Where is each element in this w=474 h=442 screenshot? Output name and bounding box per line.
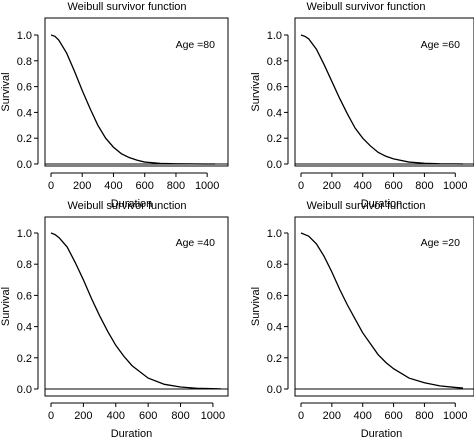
x-axis-label: Duration xyxy=(361,198,403,210)
x-axis-label: Duration xyxy=(361,428,403,440)
x-tick-label: 800 xyxy=(171,410,189,422)
x-tick-label: 200 xyxy=(323,410,341,422)
x-tick-label: 800 xyxy=(167,180,185,192)
chart-panel: Weibull survivor function 0.0 0.2 0.4 0.6 0.8… xyxy=(250,200,474,440)
x-tick-label: 600 xyxy=(384,180,402,192)
plot-frame xyxy=(294,216,474,397)
y-axis-label: Survival xyxy=(250,72,262,111)
x-tick-label: 0 xyxy=(298,410,304,422)
y-tick-label: 0.0 xyxy=(17,159,32,171)
plot-frame xyxy=(44,216,229,397)
y-tick-label: 0.0 xyxy=(17,384,32,396)
age-annotation: Age =40 xyxy=(176,237,216,249)
y-tick-label: 0.8 xyxy=(17,259,32,271)
y-tick-label: 0.2 xyxy=(267,353,282,365)
y-tick-label: 1.0 xyxy=(267,228,282,240)
x-axis-label: Duration xyxy=(111,428,153,440)
x-tick-label: 400 xyxy=(107,410,125,422)
chart-panel: Weibull survivor function 0.0 0.2 0.4 0.6 0.8… xyxy=(0,200,229,440)
x-tick-label: 0 xyxy=(48,180,54,192)
x-tick-label: 200 xyxy=(323,180,341,192)
age-annotation: Age =20 xyxy=(421,237,461,249)
y-tick-label: 0.2 xyxy=(267,133,282,145)
x-tick-label: 800 xyxy=(415,410,433,422)
y-tick-label: 0.4 xyxy=(267,107,282,119)
y-axis-label: Survival xyxy=(0,287,12,326)
x-tick-label: 0 xyxy=(298,180,304,192)
y-tick-label: 0.6 xyxy=(17,82,32,94)
y-tick-label: 0.2 xyxy=(17,353,32,365)
x-tick-label: 400 xyxy=(104,180,122,192)
y-axis-label: Survival xyxy=(250,287,262,326)
x-tick-label: 800 xyxy=(415,180,433,192)
y-tick-label: 0.4 xyxy=(17,322,32,334)
y-tick-label: 0.4 xyxy=(17,107,32,119)
x-tick-label: 600 xyxy=(136,180,154,192)
y-tick-label: 0.0 xyxy=(267,159,282,171)
y-tick-label: 1.0 xyxy=(267,30,282,42)
x-tick-label: 200 xyxy=(74,410,92,422)
x-tick-label: 1000 xyxy=(443,180,467,192)
y-tick-label: 0.0 xyxy=(267,384,282,396)
plot-frame xyxy=(44,17,229,167)
y-tick-label: 0.8 xyxy=(17,56,32,68)
y-tick-label: 0.2 xyxy=(17,133,32,145)
chart-title: Weibull survivor function xyxy=(67,200,186,212)
x-tick-label: 600 xyxy=(384,410,402,422)
age-annotation: Age =60 xyxy=(421,39,461,51)
x-tick-label: 600 xyxy=(139,410,157,422)
x-tick-label: 1000 xyxy=(201,410,225,422)
survival-curve xyxy=(300,232,464,389)
y-tick-label: 0.4 xyxy=(267,322,282,334)
survival-curve xyxy=(50,232,222,390)
x-tick-label: 200 xyxy=(73,180,91,192)
y-axis-label: Survival xyxy=(0,72,12,111)
x-axis-label: Duration xyxy=(111,198,153,210)
chart-panel: Weibull survivor function 0.0 0.2 0.4 0.6 0.8… xyxy=(0,1,229,210)
chart-title: Weibull survivor function xyxy=(306,200,425,212)
x-tick-label: 1000 xyxy=(195,180,219,192)
x-tick-label: 400 xyxy=(354,180,372,192)
x-tick-label: 400 xyxy=(354,410,372,422)
chart-title: Weibull survivor function xyxy=(67,1,186,13)
y-tick-label: 1.0 xyxy=(17,30,32,42)
x-tick-label: 1000 xyxy=(443,410,467,422)
plot-frame xyxy=(294,17,474,167)
age-annotation: Age =80 xyxy=(176,39,216,51)
survival-curve xyxy=(50,34,215,165)
x-tick-label: 0 xyxy=(48,410,54,422)
survival-curve xyxy=(300,34,464,165)
y-tick-label: 1.0 xyxy=(17,228,32,240)
chart-panel: Weibull survivor function 0.0 0.2 0.4 0.6 0.8… xyxy=(250,1,474,210)
y-tick-label: 0.6 xyxy=(17,290,32,302)
y-tick-label: 0.6 xyxy=(267,290,282,302)
chart-title: Weibull survivor function xyxy=(306,1,425,13)
y-tick-label: 0.6 xyxy=(267,82,282,94)
y-tick-label: 0.8 xyxy=(267,56,282,68)
y-tick-label: 0.8 xyxy=(267,259,282,271)
